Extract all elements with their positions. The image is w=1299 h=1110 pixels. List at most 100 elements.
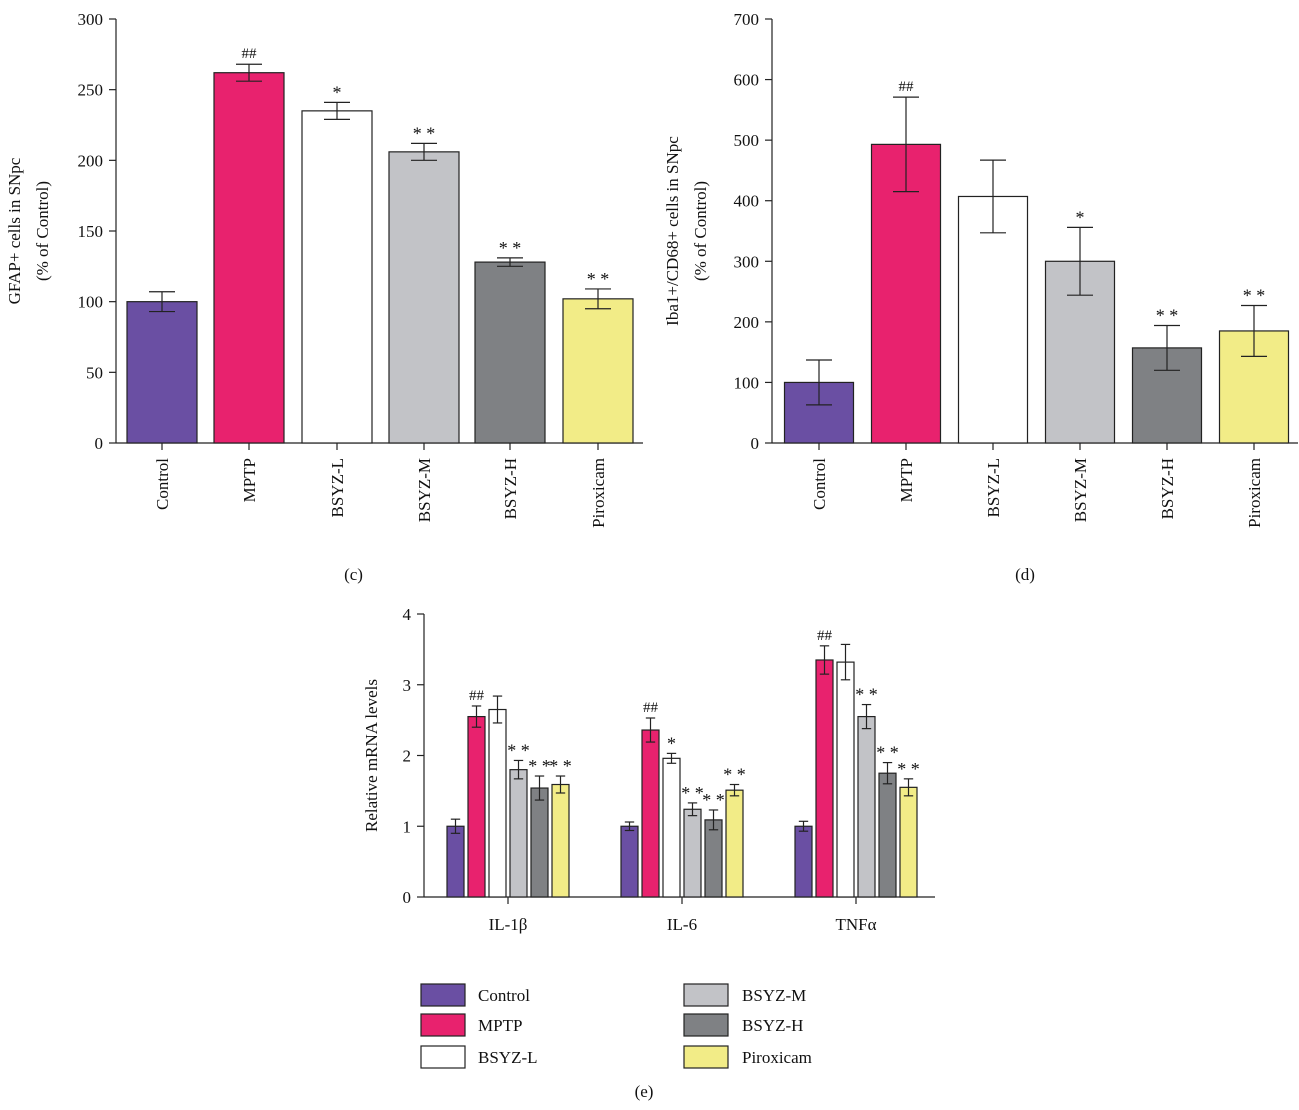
significance-label: * * [499, 238, 522, 258]
x-tick-label: BSYZ-L [984, 458, 1003, 518]
significance-label: * * [1243, 286, 1266, 306]
significance-label: * [333, 82, 342, 102]
significance-label: * * [1156, 305, 1179, 325]
panel-label: (c) [344, 565, 363, 584]
y-tick-label: 200 [734, 313, 760, 332]
y-tick-label: 0 [403, 888, 412, 907]
y-tick-label: 200 [78, 151, 104, 170]
panel-label: (d) [1015, 565, 1035, 584]
x-tick-label: MPTP [897, 458, 916, 502]
significance-label: * * [876, 743, 899, 763]
y-tick-label: 3 [403, 676, 412, 695]
bar [474, 261, 546, 444]
x-tick-label: MPTP [240, 458, 259, 502]
x-tick-label: BSYZ-H [501, 458, 520, 519]
chart-panel-c: 0 50 100 150 200 250 300 GFAP+ cells in SNpc (% … [5, 10, 643, 584]
y-tick-label: 100 [78, 293, 104, 312]
x-tick-label: BSYZ-M [415, 458, 434, 522]
bar [126, 301, 198, 444]
legend-swatch [683, 983, 729, 1007]
bar [815, 659, 834, 898]
y-tick-label: 50 [86, 363, 103, 382]
x-tick-label: Piroxicam [589, 458, 608, 528]
bar [899, 786, 918, 898]
y-axis-label: (% of Control) [691, 181, 710, 281]
bar [562, 298, 634, 444]
bar [704, 819, 723, 898]
significance-label: * * [413, 123, 436, 143]
y-tick-label: 400 [734, 192, 760, 211]
bar [530, 787, 549, 898]
x-tick-label: Control [153, 458, 172, 510]
legend-swatch [683, 1045, 729, 1069]
y-tick-label: 300 [734, 252, 760, 271]
significance-label: ## [817, 628, 833, 644]
y-tick-label: 0 [95, 434, 104, 453]
significance-label: ## [242, 46, 258, 62]
y-axis-label: Relative mRNA levels [362, 679, 381, 832]
bar [509, 769, 528, 898]
legend-label: BSYZ-M [742, 986, 806, 1005]
y-tick-label: 100 [734, 373, 760, 392]
significance-label: * * [723, 765, 746, 785]
y-tick-label: 150 [78, 222, 104, 241]
significance-label: * [667, 733, 676, 753]
x-tick-label: IL-6 [667, 915, 697, 934]
y-tick-label: 4 [403, 605, 412, 624]
y-tick-label: 700 [734, 10, 760, 29]
legend-label: Control [478, 986, 530, 1005]
x-tick-label: IL-1β [489, 915, 528, 934]
legend-label: BSYZ-H [742, 1016, 803, 1035]
bar [641, 729, 660, 898]
significance-label: * * [528, 756, 551, 776]
significance-label: * * [549, 756, 572, 776]
y-axis-label: Iba1+/CD68+ cells in SNpc [663, 136, 682, 326]
x-tick-label: BSYZ-L [328, 458, 347, 518]
x-tick-label: BSYZ-H [1158, 458, 1177, 519]
chart-panel-d: 0 100 200 300 400 500 600 700 Iba1+/CD68+ cells … [663, 10, 1298, 584]
bar [301, 110, 373, 444]
y-tick-label: 0 [751, 434, 760, 453]
bar [213, 72, 285, 444]
y-tick-label: 300 [78, 10, 104, 29]
significance-label: * * [702, 790, 725, 810]
significance-label: * [1076, 207, 1085, 227]
bar [857, 715, 876, 898]
legend-swatch [420, 1045, 466, 1069]
y-tick-label: 500 [734, 131, 760, 150]
y-tick-label: 1 [403, 817, 412, 836]
legend-swatch [420, 1013, 466, 1037]
bar [388, 151, 460, 444]
x-tick-label: Piroxicam [1245, 458, 1264, 528]
legend-label: Piroxicam [742, 1048, 812, 1067]
bar [725, 789, 744, 898]
significance-label: * * [897, 759, 920, 779]
bar [446, 825, 465, 898]
x-tick-label: TNFα [835, 915, 876, 934]
significance-label: * * [587, 269, 610, 289]
bar [662, 757, 681, 898]
x-tick-label: BSYZ-M [1071, 458, 1090, 522]
significance-label: ## [899, 79, 915, 95]
significance-label: * * [507, 740, 530, 760]
legend-label: MPTP [478, 1016, 522, 1035]
bar [551, 783, 570, 898]
y-axis-label: (% of Control) [33, 181, 52, 281]
legend: Control MPTP BSYZ-L BSYZ-M BSYZ-H Piroxicam (e… [420, 983, 812, 1101]
bar [683, 808, 702, 898]
bar [467, 715, 486, 898]
significance-label: * * [855, 685, 878, 705]
panel-label: (e) [635, 1082, 654, 1101]
y-tick-label: 250 [78, 81, 104, 100]
bar [878, 772, 897, 898]
significance-label: ## [469, 688, 485, 704]
legend-label: BSYZ-L [478, 1048, 538, 1067]
significance-label: * * [681, 783, 704, 803]
bar [794, 825, 813, 898]
bar [957, 195, 1029, 444]
y-axis-label: GFAP+ cells in SNpc [5, 157, 24, 304]
bar [488, 708, 507, 898]
legend-swatch [683, 1013, 729, 1037]
